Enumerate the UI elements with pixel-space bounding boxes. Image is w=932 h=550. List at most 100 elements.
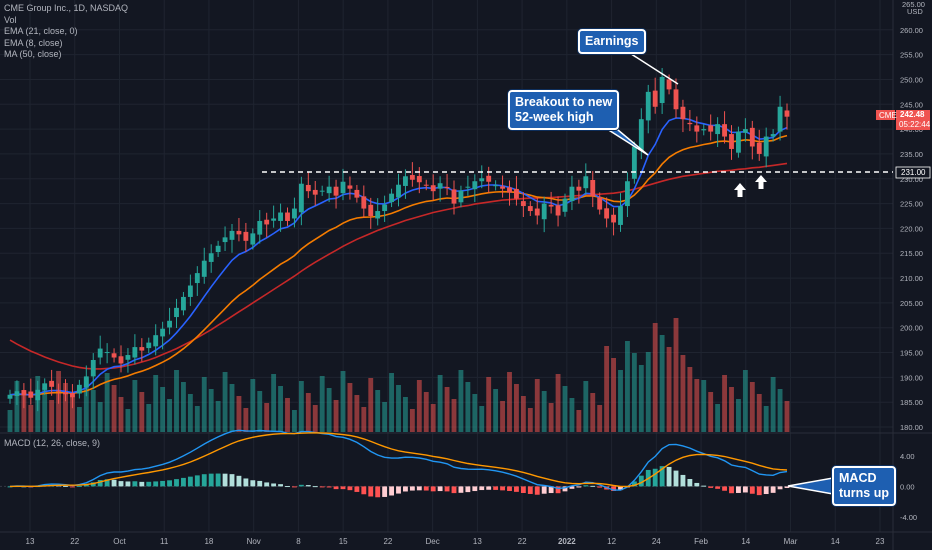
x-tick-label: 18 [204, 537, 213, 546]
macd-histogram-bar [520, 486, 526, 493]
macd-histogram-bar [90, 482, 96, 487]
macd-histogram-bar [576, 486, 582, 488]
candle-body [83, 376, 89, 388]
volume-bar [257, 391, 263, 432]
candle-body [347, 185, 353, 189]
macd-histogram-bar [97, 480, 103, 487]
candle-body [715, 124, 721, 135]
x-tick-label: Mar [784, 537, 798, 546]
volume-bar [28, 405, 34, 432]
candle-body [534, 208, 540, 216]
macd-histogram-bar [729, 486, 734, 494]
x-tick-label: Nov [247, 537, 261, 546]
candle-body [736, 131, 741, 153]
macd-histogram-bar [416, 486, 422, 491]
chart-legend: CME Group Inc., 1D, NASDAQ Vol EMA (21, … [4, 3, 128, 61]
volume-bar [194, 406, 200, 432]
volume-bar [285, 398, 290, 432]
macd-histogram-bar [70, 486, 75, 488]
macd-line2: turns up [839, 486, 889, 500]
volume-bar [312, 405, 318, 432]
volume-bar [361, 407, 367, 432]
earnings-text: Earnings [585, 34, 639, 48]
candle-body [527, 206, 533, 212]
volume-bar [292, 410, 297, 432]
volume-bar [784, 401, 790, 432]
candle-body [673, 89, 679, 110]
macd-histogram-bar [562, 486, 568, 492]
volume-bar [14, 381, 20, 432]
candle-body [430, 185, 436, 192]
macd-histogram-bar [250, 480, 256, 487]
macd-histogram-bar [194, 475, 200, 487]
macd-histogram-bar [652, 468, 658, 487]
macd-histogram-bar [271, 483, 277, 487]
candle-body [14, 391, 20, 396]
volume-bar [278, 386, 283, 432]
y-tick-label: 250.00 [900, 75, 923, 84]
candle-body [541, 203, 547, 220]
volume-bar [229, 384, 235, 432]
volume-bar [527, 408, 533, 432]
countdown-text: 05:22:44 [899, 120, 931, 129]
candle-body [694, 125, 700, 132]
volume-bar [160, 387, 166, 432]
macd-histogram-bar [486, 486, 492, 490]
macd-histogram-bar [76, 485, 82, 487]
macd-histogram-bar [368, 486, 374, 497]
x-tick-label: 12 [607, 537, 616, 546]
macd-histogram-bar [125, 481, 131, 487]
y-tick-label: 210.00 [900, 274, 923, 283]
up-arrow-icon [734, 183, 746, 197]
volume-bar [514, 384, 519, 432]
volume-bar [659, 335, 665, 432]
candle-body [215, 245, 221, 252]
candle-body [49, 380, 55, 387]
candle-body [389, 193, 394, 203]
macd-histogram-bar [708, 486, 714, 488]
macd-histogram-bar [215, 473, 221, 487]
volume-bar [562, 386, 568, 432]
x-tick-label: 22 [70, 537, 79, 546]
volume-bar [576, 410, 582, 432]
breakout-callout: Breakout to new 52-week high [508, 90, 620, 130]
macd-histogram-bar [763, 486, 769, 495]
volume-bar [430, 404, 436, 432]
candle-body [312, 189, 318, 195]
x-tick-label: 23 [876, 537, 885, 546]
candle-body [652, 90, 658, 107]
y-tick-label: 195.00 [900, 349, 923, 358]
volume-bar [389, 373, 394, 432]
macd-histogram-bar [458, 486, 464, 493]
candle-body [111, 353, 117, 358]
candle-body [486, 175, 492, 182]
candle-body [555, 205, 561, 216]
candle-body [777, 106, 783, 132]
candle-body [569, 186, 575, 202]
candle-body [104, 352, 110, 354]
macd-histogram-bar [479, 486, 485, 491]
candle-body [264, 219, 270, 225]
volume-bar [49, 400, 55, 432]
candle-body [742, 129, 748, 133]
macd-histogram-bar [174, 479, 179, 487]
volume-bar [416, 380, 422, 432]
macd-histogram-bar [437, 486, 443, 492]
volume-bar [777, 389, 783, 432]
up-arrow-icon [755, 175, 767, 189]
candlesticks [7, 68, 790, 412]
candle-body [90, 360, 96, 377]
level-text: 231.00 [901, 168, 926, 177]
volume-bar [472, 394, 478, 432]
candle-body [749, 127, 755, 147]
volume-bar [770, 377, 776, 432]
volume-bar [437, 375, 443, 432]
x-tick-label: 22 [518, 537, 527, 546]
macd-histogram-bar [500, 486, 505, 491]
macd-histogram-bar [229, 474, 235, 487]
volume-bar [604, 346, 610, 432]
macd-histogram-bar [618, 486, 623, 491]
last-price-text: 242.48 [900, 110, 925, 119]
level-tag [895, 166, 931, 179]
